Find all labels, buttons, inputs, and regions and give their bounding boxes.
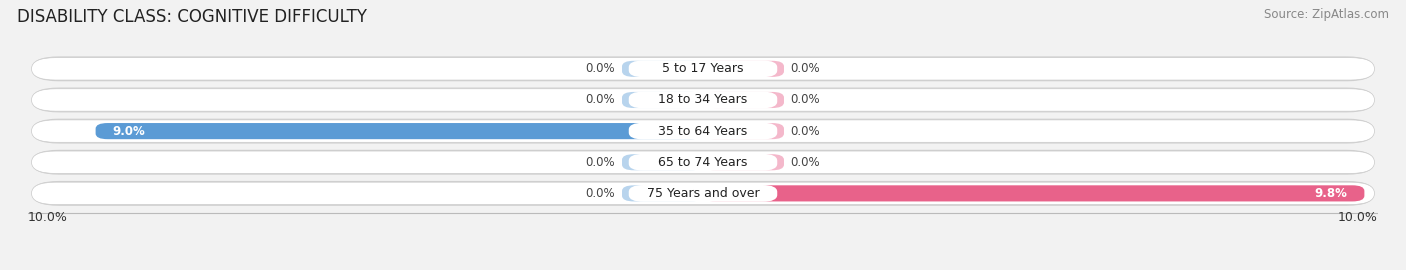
FancyBboxPatch shape (703, 185, 1364, 201)
FancyBboxPatch shape (31, 150, 1375, 175)
Text: 10.0%: 10.0% (28, 211, 67, 224)
Text: 0.0%: 0.0% (586, 93, 616, 106)
FancyBboxPatch shape (31, 119, 1375, 144)
Text: 18 to 34 Years: 18 to 34 Years (658, 93, 748, 106)
FancyBboxPatch shape (31, 89, 1375, 111)
FancyBboxPatch shape (31, 151, 1375, 173)
Text: 0.0%: 0.0% (790, 125, 820, 138)
Text: 65 to 74 Years: 65 to 74 Years (658, 156, 748, 169)
FancyBboxPatch shape (621, 185, 703, 201)
FancyBboxPatch shape (621, 61, 703, 77)
FancyBboxPatch shape (31, 58, 1375, 80)
FancyBboxPatch shape (31, 120, 1375, 142)
Text: 0.0%: 0.0% (790, 156, 820, 169)
FancyBboxPatch shape (628, 185, 778, 202)
Text: 10.0%: 10.0% (1339, 211, 1378, 224)
FancyBboxPatch shape (628, 92, 778, 108)
FancyBboxPatch shape (703, 61, 785, 77)
FancyBboxPatch shape (703, 154, 785, 170)
FancyBboxPatch shape (628, 60, 778, 77)
FancyBboxPatch shape (621, 154, 703, 170)
Text: 0.0%: 0.0% (586, 62, 616, 75)
FancyBboxPatch shape (628, 154, 778, 171)
Text: DISABILITY CLASS: COGNITIVE DIFFICULTY: DISABILITY CLASS: COGNITIVE DIFFICULTY (17, 8, 367, 26)
FancyBboxPatch shape (31, 182, 1375, 205)
FancyBboxPatch shape (703, 123, 785, 139)
Text: 0.0%: 0.0% (790, 62, 820, 75)
FancyBboxPatch shape (31, 56, 1375, 81)
FancyBboxPatch shape (31, 87, 1375, 112)
Text: 35 to 64 Years: 35 to 64 Years (658, 125, 748, 138)
Text: 0.0%: 0.0% (586, 156, 616, 169)
FancyBboxPatch shape (31, 181, 1375, 206)
Text: 0.0%: 0.0% (586, 187, 616, 200)
FancyBboxPatch shape (628, 123, 778, 140)
Text: 5 to 17 Years: 5 to 17 Years (662, 62, 744, 75)
Text: 9.8%: 9.8% (1315, 187, 1347, 200)
FancyBboxPatch shape (96, 123, 703, 139)
Text: 9.0%: 9.0% (112, 125, 145, 138)
Text: Source: ZipAtlas.com: Source: ZipAtlas.com (1264, 8, 1389, 21)
FancyBboxPatch shape (703, 92, 785, 108)
Text: 75 Years and over: 75 Years and over (647, 187, 759, 200)
FancyBboxPatch shape (621, 92, 703, 108)
Text: 0.0%: 0.0% (790, 93, 820, 106)
